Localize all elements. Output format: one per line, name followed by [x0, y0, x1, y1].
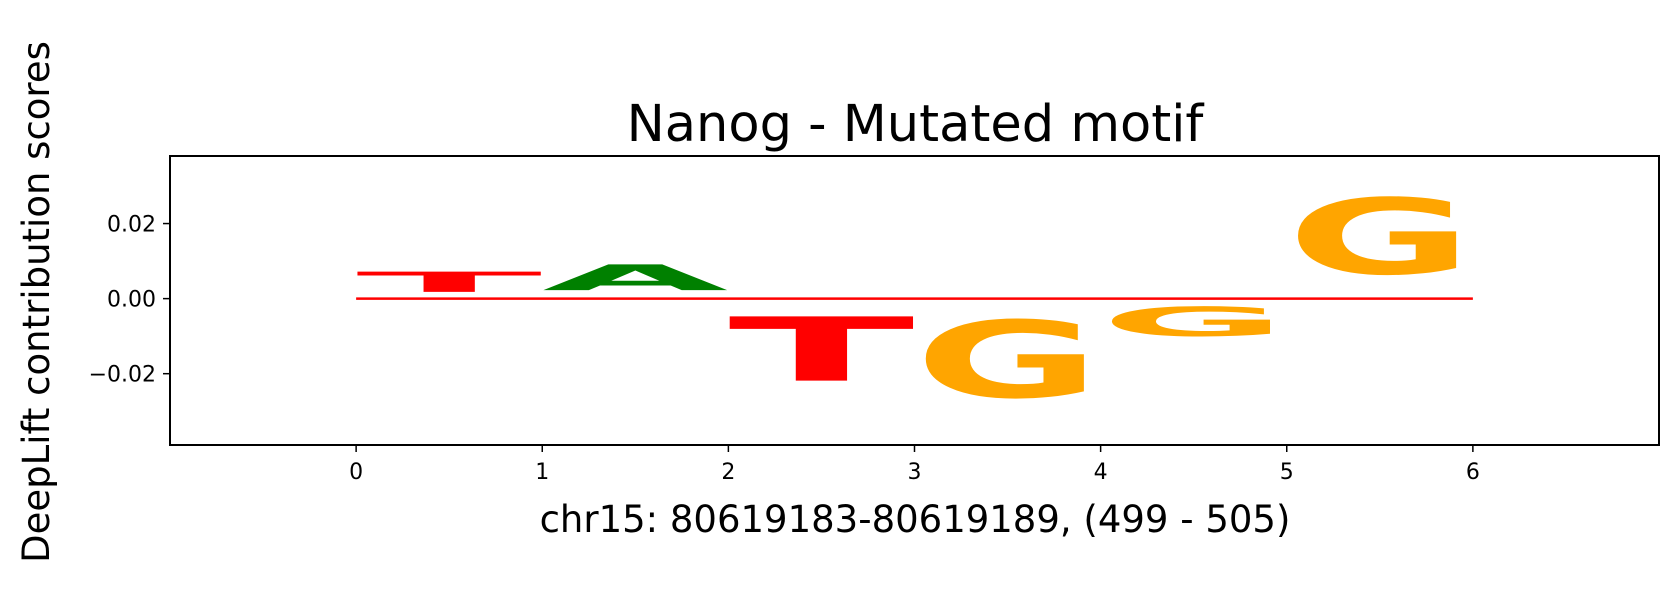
- y-tick-label: 0.00: [107, 288, 156, 313]
- y-tick-label: 0.02: [107, 213, 156, 238]
- x-tick-label: 1: [535, 460, 549, 485]
- chart-title: Nanog - Mutated motif: [627, 95, 1205, 154]
- logo-letter-5: G: [1287, 177, 1473, 299]
- logo-layer: T AT G GG: [356, 177, 1473, 422]
- logo-letter-3: G: [915, 299, 1101, 422]
- x-tick-label: 2: [721, 460, 735, 485]
- y-axis-label: DeepLift contribution scores: [15, 41, 58, 563]
- logo-letter-4: G: [1101, 299, 1287, 346]
- x-tick-label: 5: [1280, 460, 1294, 485]
- logo-letter-0: T: [356, 266, 542, 299]
- logo-letter-1: A: [542, 257, 728, 298]
- x-tick-label: 0: [349, 460, 363, 485]
- x-axis-label: chr15: 80619183-80619189, (499 - 505): [540, 498, 1291, 541]
- x-tick-label: 6: [1466, 460, 1480, 485]
- x-tick-label: 3: [908, 460, 922, 485]
- y-tick-label: −0.02: [89, 363, 156, 388]
- x-tick-label: 4: [1094, 460, 1108, 485]
- axes-layer: 0 1 2 3 4 5 6 0.02 0.00 −0.02: [89, 155, 1660, 485]
- logo-letter-2: T: [728, 299, 914, 402]
